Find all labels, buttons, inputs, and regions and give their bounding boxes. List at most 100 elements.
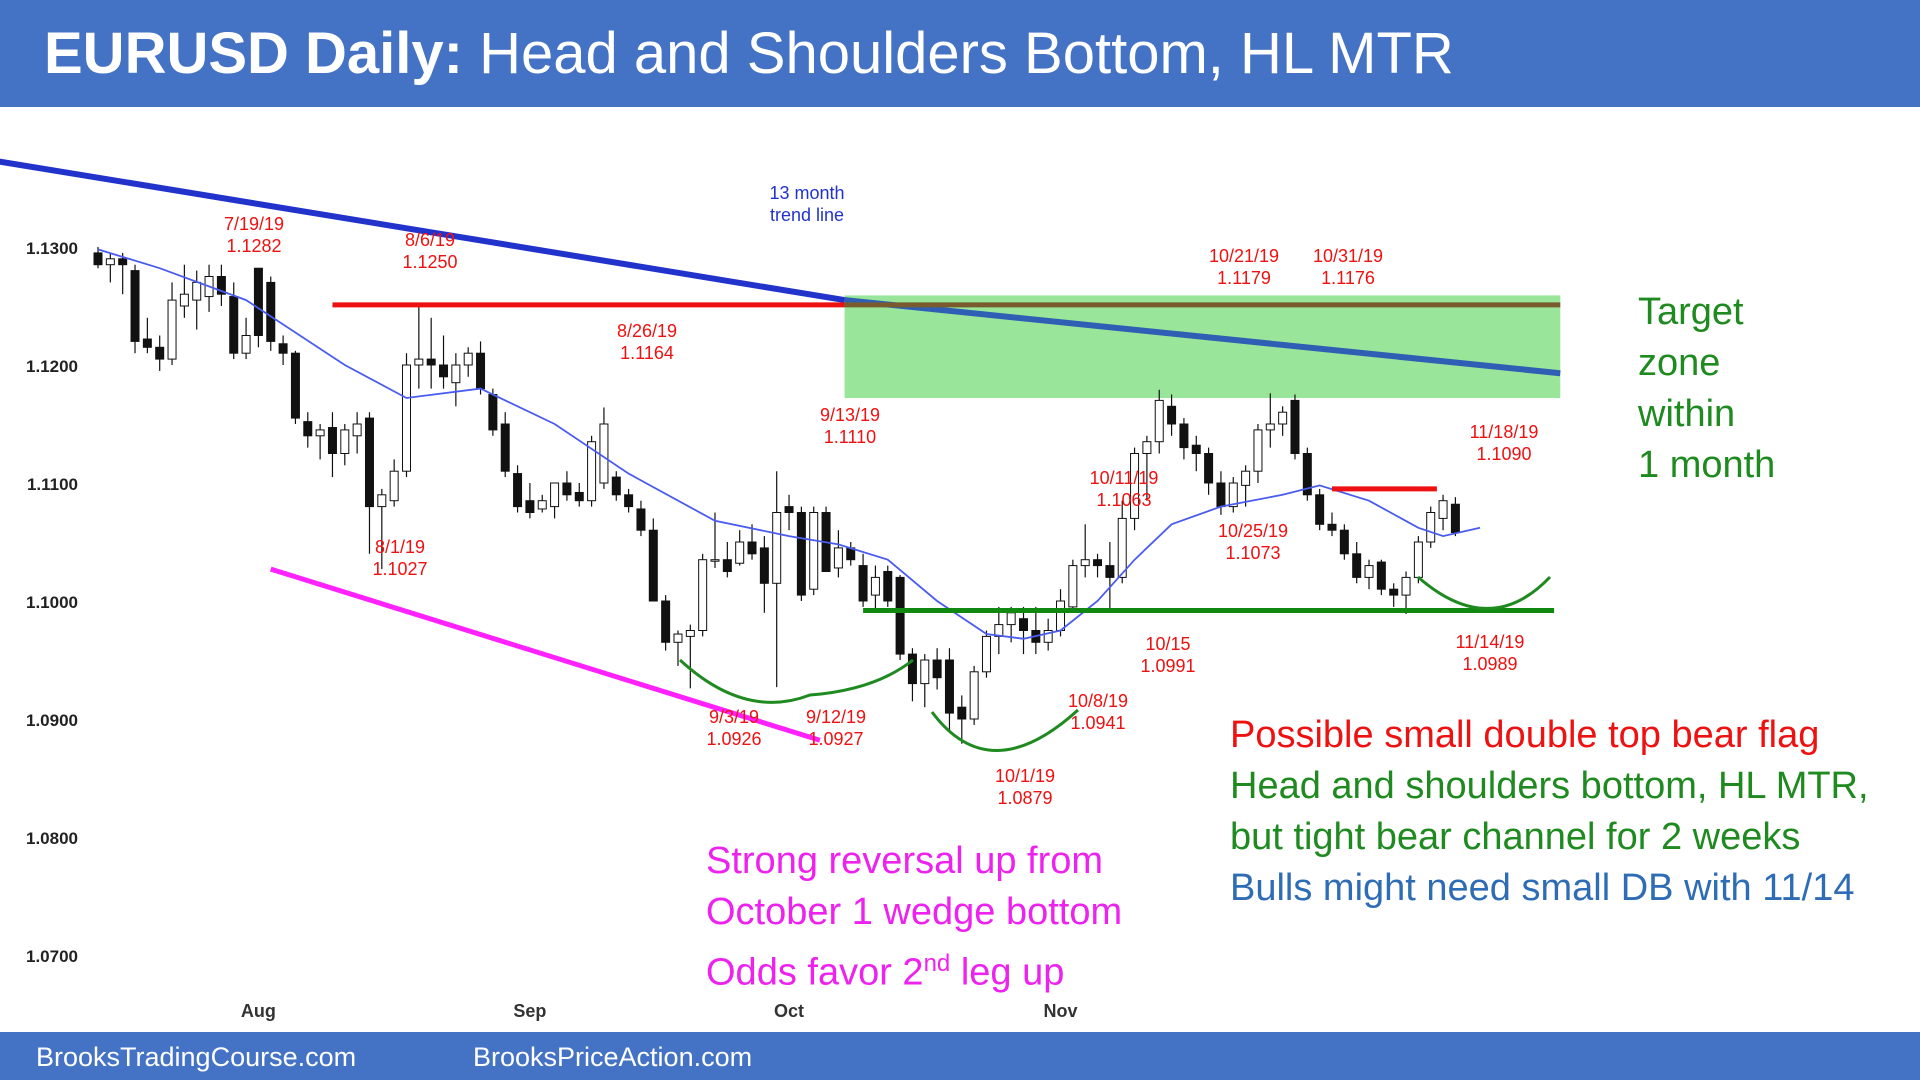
candle-body: [402, 364, 411, 472]
target-note-line-1: Target: [1638, 291, 1744, 333]
candle-body: [377, 494, 387, 508]
x-tick-label: Sep: [513, 1001, 546, 1021]
candle-body: [327, 427, 337, 455]
candle-body: [1167, 405, 1177, 425]
analysis-note: Possible small double top bear flag Head…: [1230, 710, 1869, 914]
candle-body: [500, 423, 510, 472]
candle-body: [513, 473, 523, 508]
bear-flag-note: Possible small double top bear flag: [1230, 714, 1820, 756]
candle-body: [290, 352, 300, 419]
candle-body: [611, 476, 621, 496]
candle-body: [1216, 482, 1226, 508]
candle-body: [1315, 494, 1325, 525]
candle-body: [932, 659, 942, 679]
candle-body: [278, 343, 288, 354]
wedge-line-line: [270, 566, 821, 743]
candle-body: [1093, 559, 1103, 567]
candle-body: [105, 258, 115, 266]
candle-body: [784, 506, 794, 514]
candle-body: [562, 482, 572, 496]
candle-body: [1191, 444, 1201, 454]
candle-body: [1241, 470, 1251, 486]
left-shoulder-arc: [678, 658, 914, 704]
price-label-value: 1.0941: [1070, 713, 1125, 733]
candle-body: [426, 358, 436, 366]
x-tick-label: Oct: [774, 1001, 804, 1021]
candle-body: [981, 635, 991, 673]
y-tick-label: 1.0700: [26, 947, 78, 966]
footer-link-trading-course[interactable]: BrooksTradingCourse.com: [36, 1042, 357, 1072]
price-label-date: 11/14/19: [1456, 632, 1525, 652]
price-label-value: 1.1164: [620, 343, 674, 363]
x-tick-label: Aug: [241, 1001, 276, 1021]
price-label-date: 8/6/19: [405, 230, 455, 250]
candle-body: [772, 512, 782, 584]
candle-body: [192, 281, 202, 301]
price-label-value: 1.0989: [1462, 654, 1517, 674]
candle-body: [1352, 553, 1362, 578]
candle-body: [303, 421, 313, 437]
candle-body: [907, 653, 917, 685]
candle-body: [1253, 429, 1263, 472]
hs-note-line-2: but tight bear channel for 2 weeks: [1230, 816, 1801, 858]
y-tick-label: 1.1300: [26, 239, 78, 258]
price-label-value: 1.1073: [1225, 543, 1280, 563]
candle-body: [1228, 482, 1238, 508]
target-zone-note: Target zone within 1 month: [1638, 287, 1775, 491]
candle-body: [1401, 576, 1411, 596]
footer-bar: BrooksTradingCourse.com BrooksPriceActio…: [0, 1032, 1920, 1080]
candle-body: [624, 494, 634, 508]
candle-body: [883, 571, 893, 602]
odds-superscript: nd: [923, 950, 951, 977]
candle-body: [476, 352, 486, 390]
target-note-line-3: within: [1638, 393, 1736, 435]
bulls-note: Bulls might need small DB with 11/14: [1230, 867, 1855, 909]
candle-body: [759, 547, 769, 584]
candle-body: [673, 633, 683, 643]
target-note-line-2: zone: [1638, 342, 1721, 384]
candle-body: [130, 270, 140, 342]
odds-text: Odds favor 2: [706, 951, 924, 994]
odds-text-end: leg up: [950, 951, 1065, 994]
13-month-trend-line-line: [0, 158, 846, 304]
price-label-value: 1.1179: [1217, 268, 1271, 288]
candle-body: [315, 429, 325, 437]
candle-body: [451, 364, 461, 384]
price-label-value: 1.1282: [226, 236, 281, 256]
candle-body: [1179, 423, 1189, 449]
candle-body: [537, 500, 547, 510]
candle-body: [1290, 399, 1300, 454]
head-arc: [930, 708, 1080, 752]
candle-body: [364, 417, 374, 508]
price-label-value: 1.0927: [808, 729, 863, 749]
candle-body: [920, 659, 930, 685]
candle-body: [1364, 565, 1374, 578]
candle-body: [1142, 441, 1152, 455]
candle-body: [216, 276, 226, 295]
price-label-date: 9/12/19: [806, 707, 866, 727]
candle-body: [1438, 500, 1448, 519]
candle-body: [1019, 618, 1028, 632]
candle-body: [587, 441, 597, 502]
price-label-value: 1.0926: [706, 729, 761, 749]
price-label-date: 10/21/19: [1209, 246, 1279, 266]
y-tick-label: 1.1100: [27, 475, 78, 494]
candle-body: [463, 352, 473, 366]
price-label-value: 1.1063: [1096, 490, 1151, 510]
candle-body: [722, 559, 732, 573]
price-label-date: 10/1/19: [995, 766, 1055, 786]
candle-body: [809, 512, 819, 590]
footer-link-price-action[interactable]: BrooksPriceAction.com: [473, 1042, 753, 1072]
candle-body: [1154, 399, 1164, 443]
candle-body: [229, 296, 239, 354]
candle-body: [969, 671, 979, 720]
candle-body: [1080, 559, 1090, 567]
price-label-date: 9/3/19: [709, 707, 759, 727]
candle-body: [439, 364, 449, 378]
candle-body: [796, 512, 806, 596]
trend-line-label: 13 month: [769, 183, 844, 203]
candle-body: [1413, 541, 1423, 578]
candle-body: [142, 338, 152, 348]
candle-body: [1278, 411, 1288, 425]
candle-body: [747, 541, 757, 555]
